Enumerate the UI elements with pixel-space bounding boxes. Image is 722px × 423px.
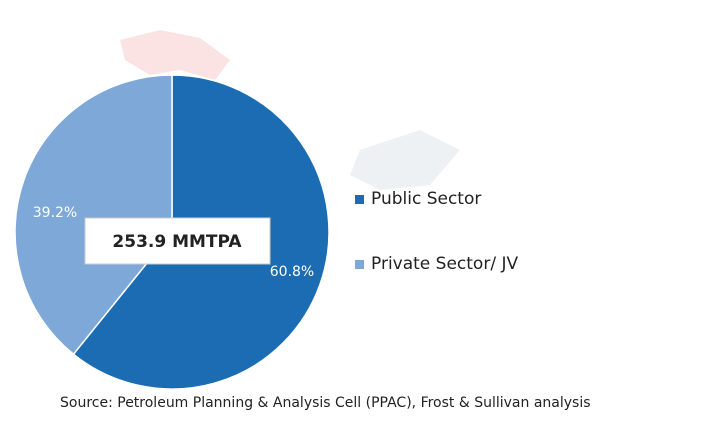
legend-label: Public Sector bbox=[371, 189, 481, 209]
pie-slice bbox=[14, 74, 173, 356]
legend-label: Private Sector/ JV bbox=[371, 254, 518, 274]
map-shape bbox=[350, 130, 460, 190]
map-shape bbox=[120, 30, 230, 80]
value-label: 39.2% bbox=[33, 205, 77, 221]
annotation: 253.9 MMTPA bbox=[112, 232, 242, 252]
legend-swatch bbox=[355, 260, 364, 269]
annotation-box bbox=[84, 217, 271, 265]
value-label: 60.8% bbox=[270, 264, 314, 280]
source: Source: Petroleum Planning & Analysis Ce… bbox=[60, 395, 591, 411]
legend-swatch bbox=[355, 195, 364, 204]
